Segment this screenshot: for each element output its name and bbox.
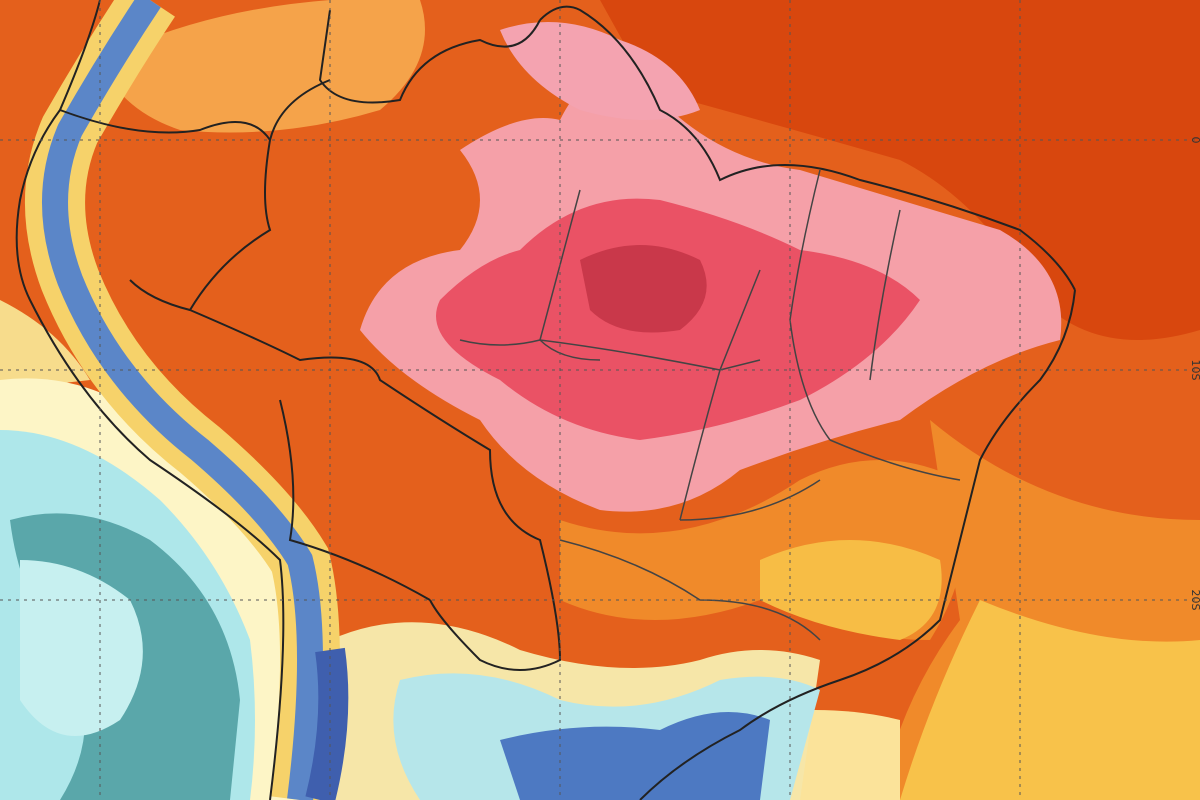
andes-band (305, 647, 349, 800)
cold-zone (500, 712, 770, 800)
ocean-band (900, 600, 1200, 800)
hot-zone (500, 22, 700, 120)
latitude-label: 20S (1189, 590, 1200, 611)
borders (15, 0, 1076, 800)
andes-band (42, 0, 323, 800)
warm-zone (760, 540, 942, 640)
cool-zone (0, 300, 90, 390)
latitude-label: 0 (1189, 137, 1200, 144)
cool-zone (20, 560, 143, 736)
warm-zone (100, 0, 425, 133)
hot-core (580, 245, 707, 333)
latitude-label: 10S (1189, 360, 1200, 381)
